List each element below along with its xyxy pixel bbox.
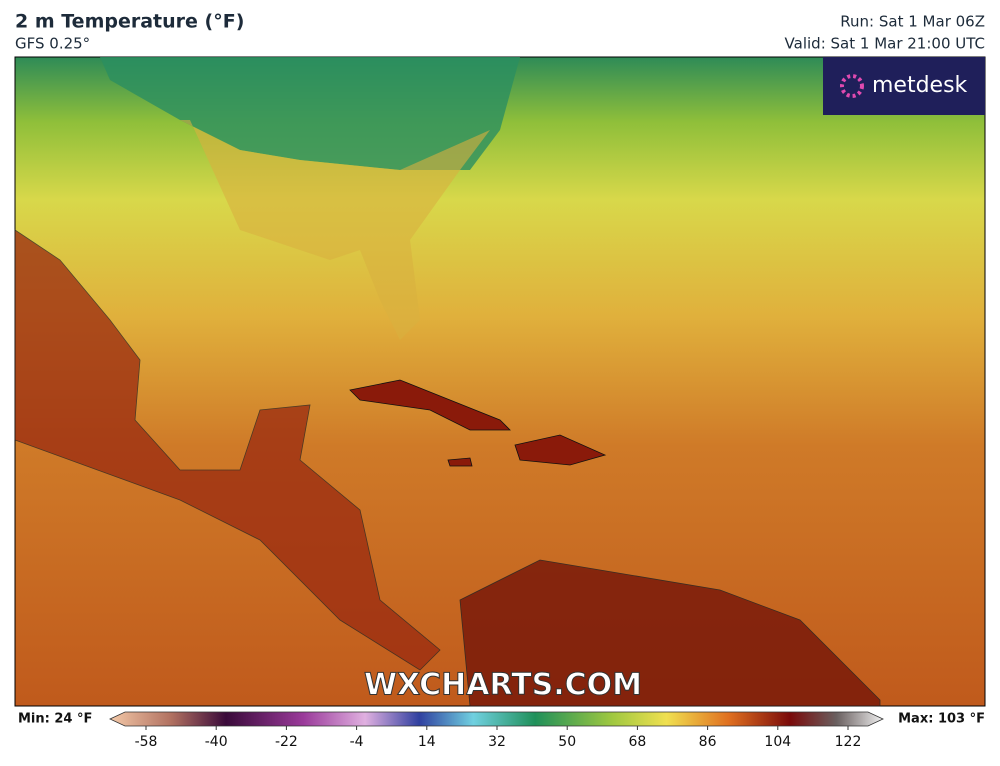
tick-label: 32 <box>488 734 506 750</box>
tick-label: -40 <box>205 734 228 750</box>
subtitle: GFS 0.25° <box>15 35 90 53</box>
tick-label: 104 <box>764 734 791 750</box>
run: Run: Sat 1 Mar 06Z <box>840 13 985 31</box>
tick-label: -4 <box>350 734 364 750</box>
tick-label: 122 <box>835 734 862 750</box>
tick-label: 50 <box>558 734 576 750</box>
tick-label: 86 <box>699 734 717 750</box>
title: 2 m Temperature (°F) <box>15 11 244 33</box>
tick-label: 14 <box>418 734 436 750</box>
colorbar <box>109 711 884 727</box>
colorbar-ticks: -58 -40 -22 -4 14 32 50 68 86 104 122 <box>135 726 862 750</box>
map: metdesk WXCHARTS.COM <box>14 56 986 707</box>
min-label: Min: 24 °F <box>18 712 92 727</box>
max-label: Max: 103 °F <box>898 712 985 727</box>
watermark: WXCHARTS.COM <box>364 668 642 703</box>
valid: Valid: Sat 1 Mar 21:00 UTC <box>785 35 985 53</box>
logo: metdesk <box>872 73 968 98</box>
tick-label: 68 <box>628 734 646 750</box>
tick-label: -22 <box>275 734 298 750</box>
tick-label: -58 <box>135 734 158 750</box>
